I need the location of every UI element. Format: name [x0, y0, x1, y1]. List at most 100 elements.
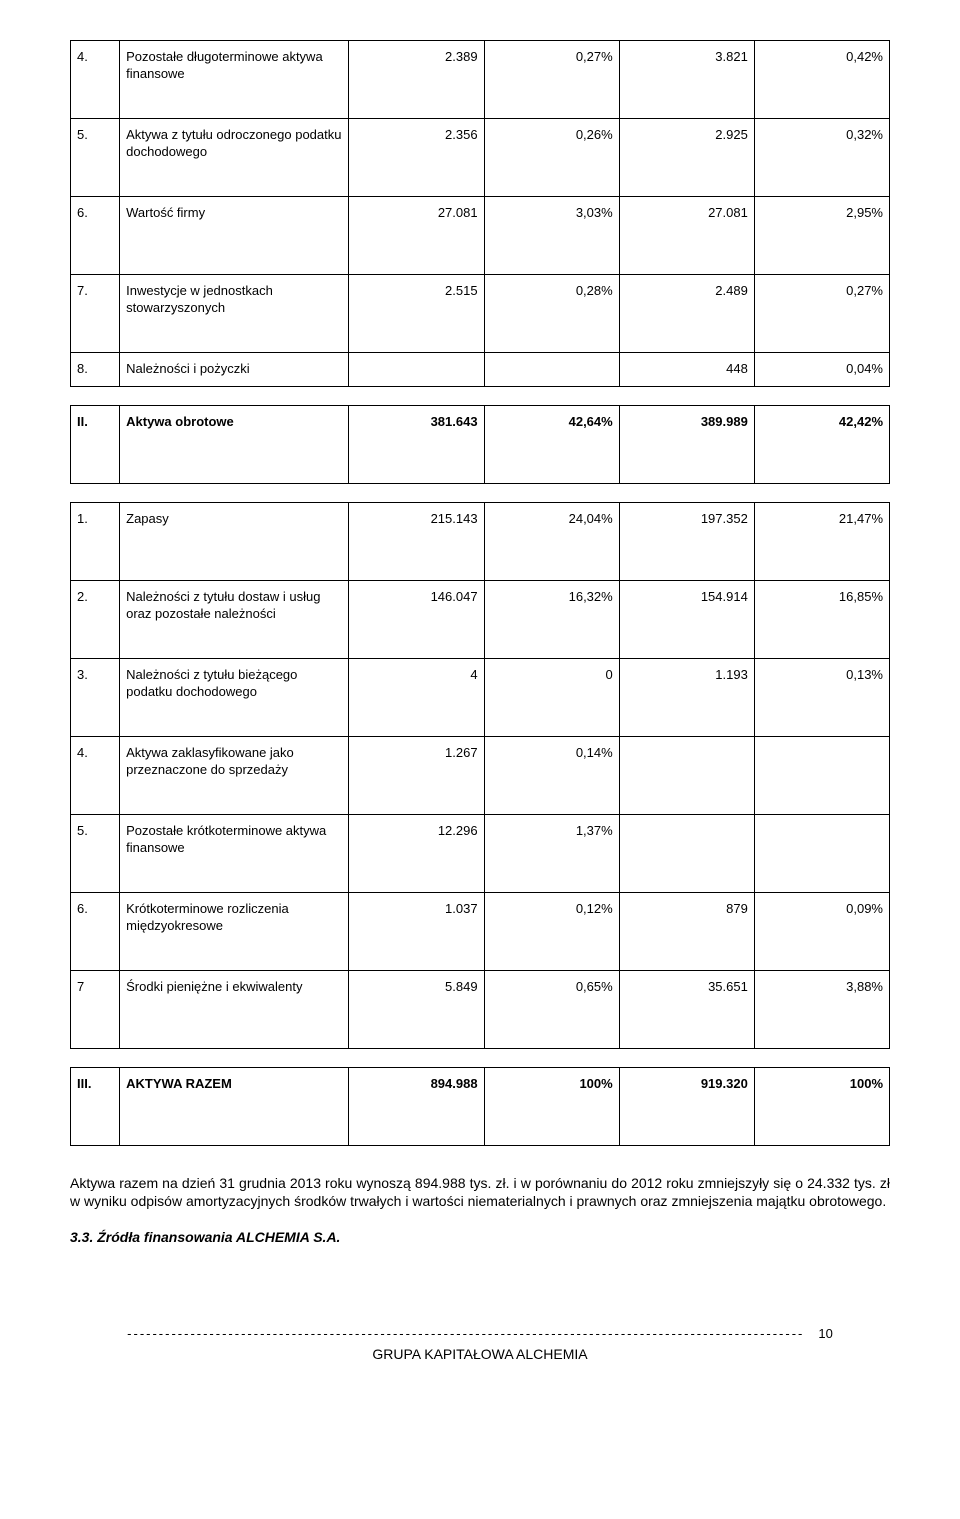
row-percent-2: 0,13%	[754, 658, 889, 736]
row-label: Środki pieniężne i ekwiwalenty	[120, 970, 349, 1048]
row-value-2: 2.925	[619, 119, 754, 197]
row-value-2: 3.821	[619, 41, 754, 119]
row-percent-1: 1,37%	[484, 814, 619, 892]
footer-dash-left: ----------------------------------------…	[127, 1326, 804, 1343]
row-index: 6.	[71, 197, 120, 275]
row-percent-2: 16,85%	[754, 580, 889, 658]
row-value-2: 197.352	[619, 502, 754, 580]
row-percent-1: 0,65%	[484, 970, 619, 1048]
row-percent-2: 42,42%	[754, 405, 889, 483]
row-value-2: 154.914	[619, 580, 754, 658]
row-value-2	[619, 736, 754, 814]
row-percent-1: 3,03%	[484, 197, 619, 275]
row-value-2: 879	[619, 892, 754, 970]
row-index: III.	[71, 1067, 120, 1145]
row-value-1: 1.037	[349, 892, 484, 970]
row-value-1: 2.515	[349, 275, 484, 353]
row-percent-2: 100%	[754, 1067, 889, 1145]
footer-rule: ----------------------------------------…	[70, 1326, 890, 1343]
table-row: III. AKTYWA RAZEM 894.988 100% 919.320 1…	[71, 1067, 890, 1145]
row-percent-1: 0,26%	[484, 119, 619, 197]
table-row: 8. Należności i pożyczki 448 0,04%	[71, 353, 890, 387]
row-percent-1: 42,64%	[484, 405, 619, 483]
row-percent-1: 16,32%	[484, 580, 619, 658]
row-label: Należności i pożyczki	[120, 353, 349, 387]
row-index: 4.	[71, 41, 120, 119]
row-percent-1: 0,28%	[484, 275, 619, 353]
row-label: Aktywa zaklasyfikowane jako przeznaczone…	[120, 736, 349, 814]
row-label: Aktywa z tytułu odroczonego podatku doch…	[120, 119, 349, 197]
row-value-2: 1.193	[619, 658, 754, 736]
table-row: 6. Wartość firmy 27.081 3,03% 27.081 2,9…	[71, 197, 890, 275]
table-row: 4. Aktywa zaklasyfikowane jako przeznacz…	[71, 736, 890, 814]
row-label: AKTYWA RAZEM	[120, 1067, 349, 1145]
footer-group-name: GRUPA KAPITAŁOWA ALCHEMIA	[70, 1345, 890, 1363]
table-row: 7. Inwestycje w jednostkach stowarzyszon…	[71, 275, 890, 353]
row-percent-2: 0,04%	[754, 353, 889, 387]
row-index: 8.	[71, 353, 120, 387]
row-value-1: 12.296	[349, 814, 484, 892]
row-value-1	[349, 353, 484, 387]
row-percent-2: 3,88%	[754, 970, 889, 1048]
row-label: Zapasy	[120, 502, 349, 580]
row-percent-2: 0,32%	[754, 119, 889, 197]
row-value-1: 146.047	[349, 580, 484, 658]
table-row: 4. Pozostałe długoterminowe aktywa finan…	[71, 41, 890, 119]
row-value-2: 35.651	[619, 970, 754, 1048]
row-label: Pozostałe długoterminowe aktywa finansow…	[120, 41, 349, 119]
row-label: Aktywa obrotowe	[120, 405, 349, 483]
table-row: 7 Środki pieniężne i ekwiwalenty 5.849 0…	[71, 970, 890, 1048]
table-row: 3. Należności z tytułu bieżącego podatku…	[71, 658, 890, 736]
row-value-2: 448	[619, 353, 754, 387]
table-row: 1. Zapasy 215.143 24,04% 197.352 21,47%	[71, 502, 890, 580]
assets-table-block-4: III. AKTYWA RAZEM 894.988 100% 919.320 1…	[70, 1067, 890, 1146]
row-value-1: 4	[349, 658, 484, 736]
row-value-1: 5.849	[349, 970, 484, 1048]
section-heading-3-3: 3.3. Źródła finansowania ALCHEMIA S.A.	[70, 1228, 890, 1246]
row-percent-2: 21,47%	[754, 502, 889, 580]
row-index: 4.	[71, 736, 120, 814]
row-index: 6.	[71, 892, 120, 970]
table-row: 5. Aktywa z tytułu odroczonego podatku d…	[71, 119, 890, 197]
row-label: Należności z tytułu bieżącego podatku do…	[120, 658, 349, 736]
row-percent-2	[754, 736, 889, 814]
row-value-2: 389.989	[619, 405, 754, 483]
row-index: 5.	[71, 119, 120, 197]
row-label: Inwestycje w jednostkach stowarzyszonych	[120, 275, 349, 353]
row-percent-2	[754, 814, 889, 892]
summary-paragraph: Aktywa razem na dzień 31 grudnia 2013 ro…	[70, 1174, 890, 1210]
row-value-1: 381.643	[349, 405, 484, 483]
row-index: 7.	[71, 275, 120, 353]
row-label: Wartość firmy	[120, 197, 349, 275]
row-value-1: 1.267	[349, 736, 484, 814]
row-percent-2: 2,95%	[754, 197, 889, 275]
row-percent-1	[484, 353, 619, 387]
row-value-2: 2.489	[619, 275, 754, 353]
row-value-2: 919.320	[619, 1067, 754, 1145]
row-index: 5.	[71, 814, 120, 892]
page-number: 10	[812, 1326, 832, 1343]
row-value-1: 2.356	[349, 119, 484, 197]
row-index: 1.	[71, 502, 120, 580]
row-percent-1: 0,12%	[484, 892, 619, 970]
row-value-1: 2.389	[349, 41, 484, 119]
row-label: Krótkoterminowe rozliczenia międzyokreso…	[120, 892, 349, 970]
row-label: Pozostałe krótkoterminowe aktywa finanso…	[120, 814, 349, 892]
row-percent-2: 0,09%	[754, 892, 889, 970]
row-index: 7	[71, 970, 120, 1048]
row-percent-2: 0,42%	[754, 41, 889, 119]
row-percent-1: 24,04%	[484, 502, 619, 580]
assets-table-block-2: II. Aktywa obrotowe 381.643 42,64% 389.9…	[70, 405, 890, 484]
row-value-2: 27.081	[619, 197, 754, 275]
row-percent-1: 100%	[484, 1067, 619, 1145]
row-index: 3.	[71, 658, 120, 736]
row-value-1: 215.143	[349, 502, 484, 580]
table-row: 6. Krótkoterminowe rozliczenia międzyokr…	[71, 892, 890, 970]
table-row: 5. Pozostałe krótkoterminowe aktywa fina…	[71, 814, 890, 892]
assets-table-block-1: 4. Pozostałe długoterminowe aktywa finan…	[70, 40, 890, 387]
assets-table-block-3: 1. Zapasy 215.143 24,04% 197.352 21,47% …	[70, 502, 890, 1049]
row-percent-2: 0,27%	[754, 275, 889, 353]
row-value-1: 894.988	[349, 1067, 484, 1145]
table-row: 2. Należności z tytułu dostaw i usług or…	[71, 580, 890, 658]
row-percent-1: 0,27%	[484, 41, 619, 119]
